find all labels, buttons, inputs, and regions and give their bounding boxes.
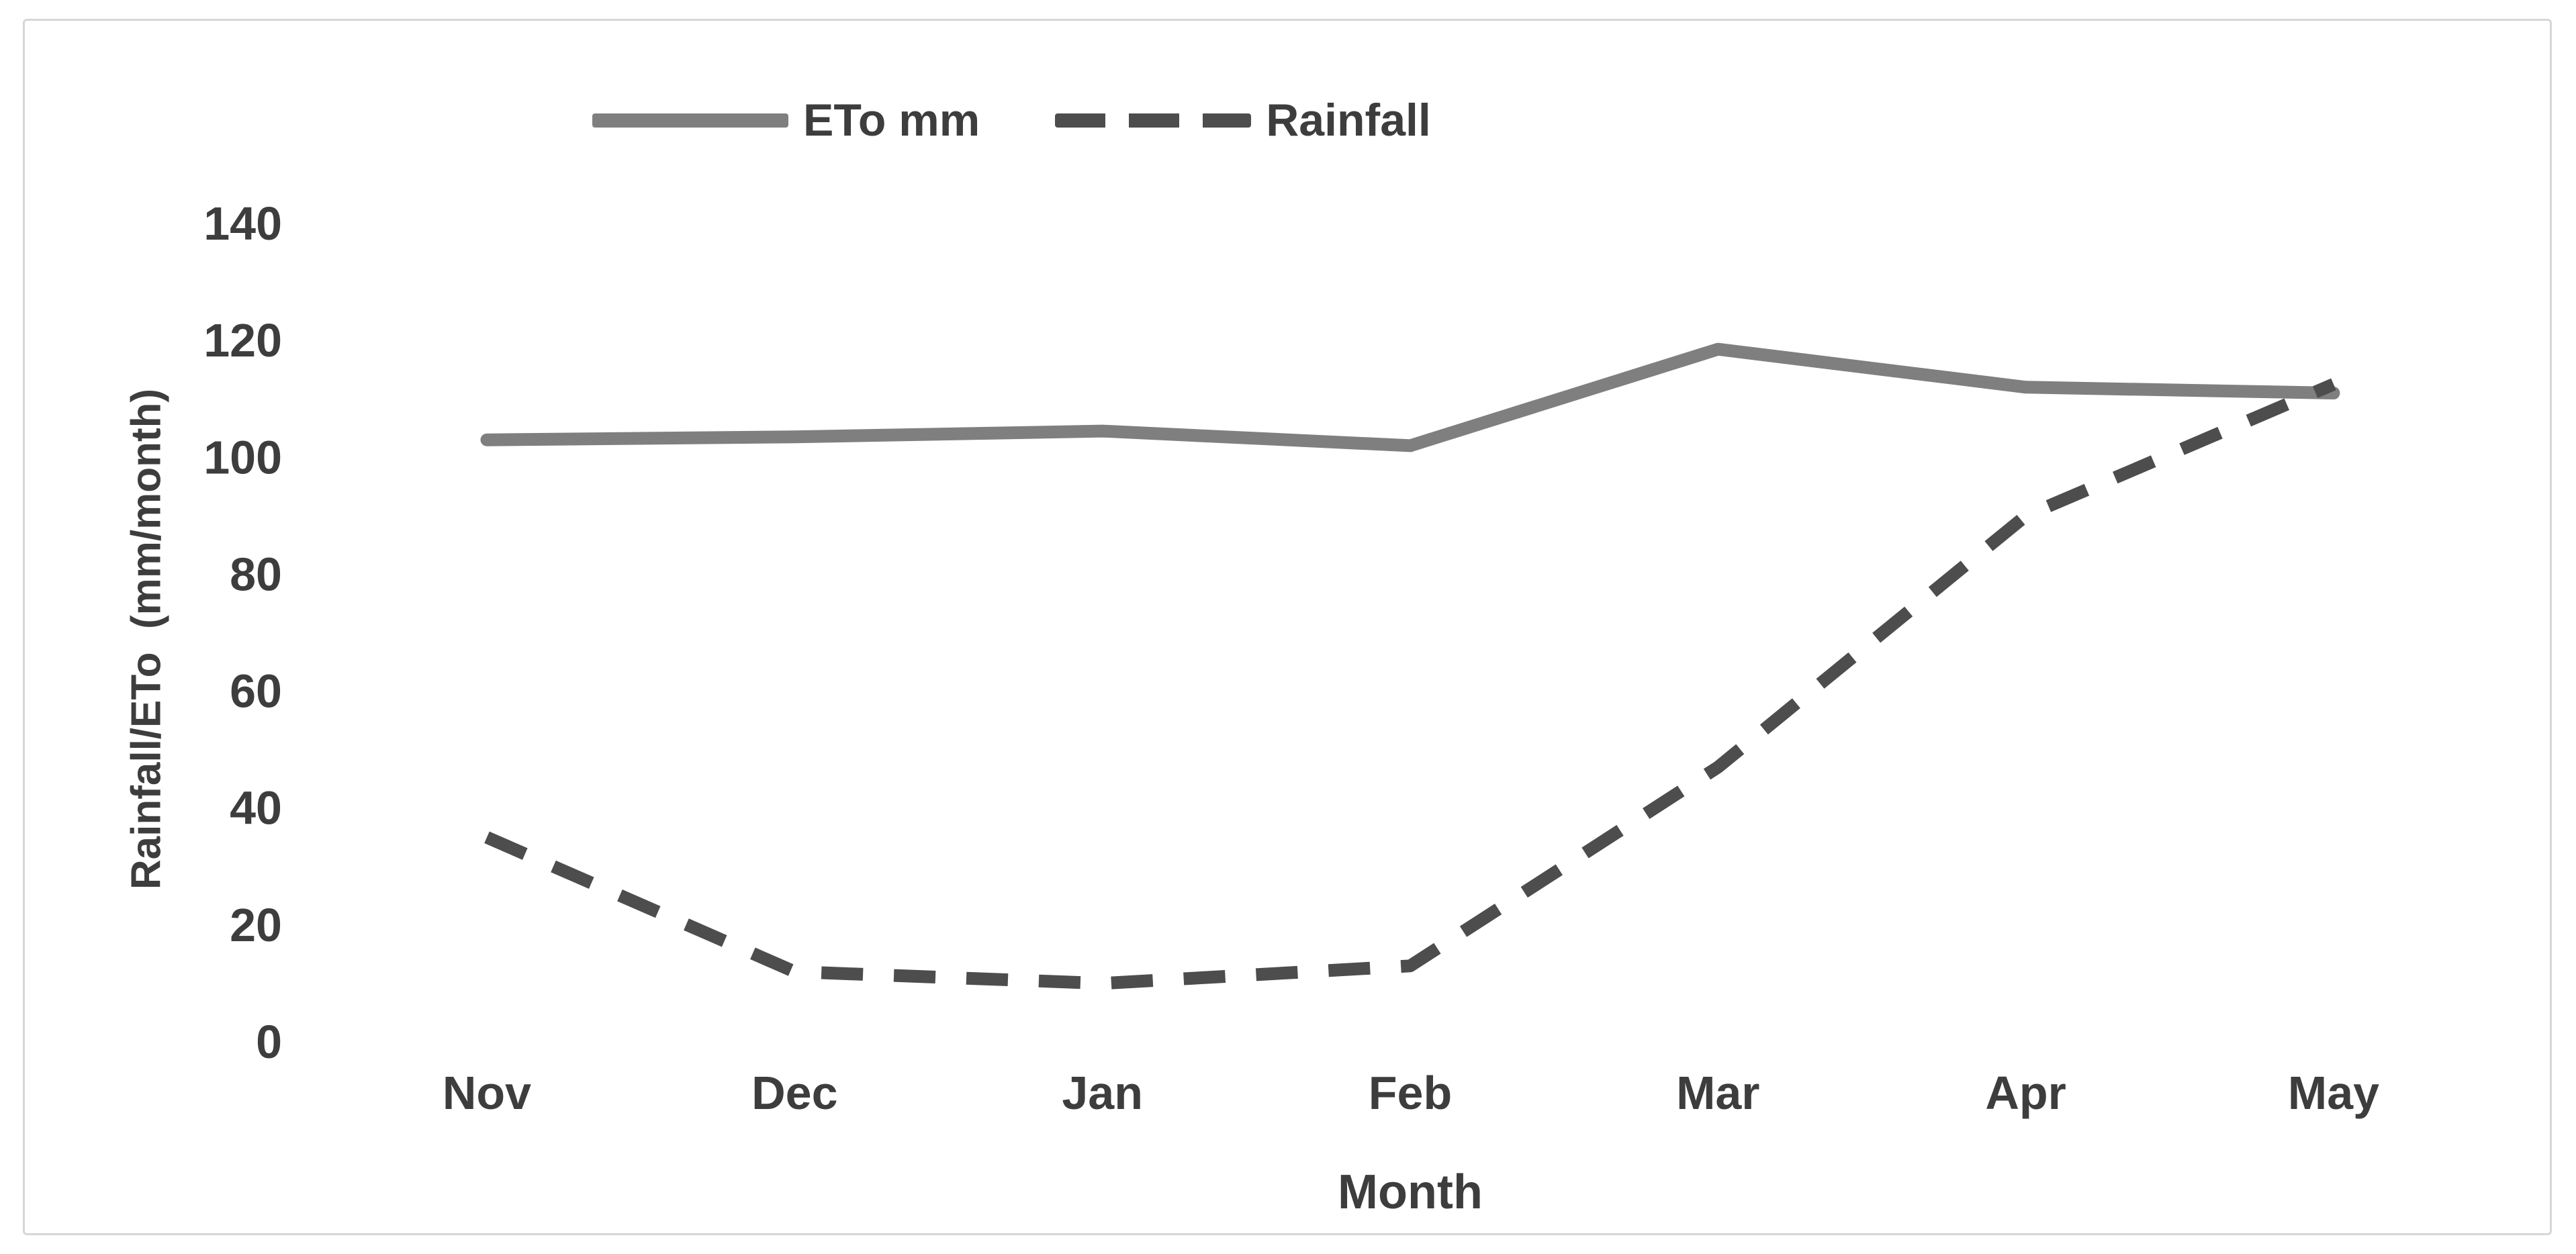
y-tick-label: 120 — [203, 314, 282, 367]
x-tick-label: Mar — [1676, 1067, 1759, 1119]
x-axis-title: Month — [1338, 1165, 1483, 1219]
y-axis-title: Rainfall/ETo (mm/month) — [123, 388, 170, 890]
rainfall-line-swatch-icon — [1055, 113, 1252, 128]
x-tick-label: Apr — [1985, 1067, 2066, 1119]
legend-item-eto: ETo mm — [592, 94, 980, 146]
x-tick-label: Feb — [1369, 1067, 1452, 1119]
x-tick-label: Jan — [1062, 1067, 1143, 1119]
legend-item-rainfall: Rainfall — [1055, 94, 1431, 146]
y-tick-label: 140 — [203, 197, 282, 250]
eto-line — [480, 342, 2340, 452]
legend-label-rainfall: Rainfall — [1266, 95, 1431, 146]
eto-line-swatch-icon — [592, 113, 788, 128]
legend-label-eto: ETo mm — [803, 95, 980, 146]
x-tick-label: Dec — [751, 1067, 837, 1119]
x-tick-label: May — [2288, 1067, 2379, 1119]
chart-legend: ETo mm Rainfall — [592, 94, 1431, 146]
rainfall-line — [484, 378, 2336, 990]
y-tick-label: 80 — [230, 548, 282, 600]
y-tick-label: 100 — [203, 431, 282, 483]
y-tick-label: 60 — [230, 665, 282, 718]
y-tick-label: 20 — [230, 899, 282, 951]
x-tick-label: Nov — [443, 1067, 531, 1119]
y-tick-label: 40 — [230, 782, 282, 834]
y-tick-label: 0 — [256, 1016, 282, 1068]
chart-border-frame — [23, 19, 2552, 1235]
